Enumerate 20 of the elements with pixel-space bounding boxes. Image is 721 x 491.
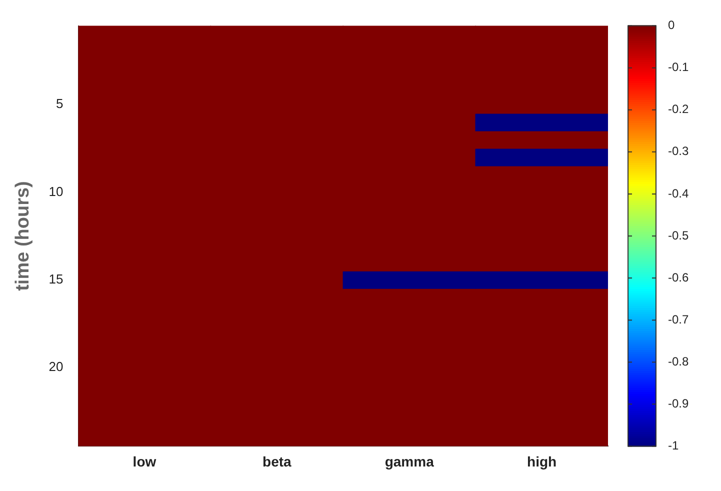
color-bar-label: -1 bbox=[668, 438, 679, 453]
y-axis-title: time (hours) bbox=[12, 181, 34, 291]
y-tick-label: 20 bbox=[48, 358, 64, 374]
x-tick-label: low bbox=[132, 453, 156, 470]
color-bar-label: 0 bbox=[668, 18, 675, 32]
x-tick-label: gamma bbox=[384, 453, 434, 470]
x-tick-label: beta bbox=[262, 453, 292, 470]
color-bar-label: -0.4 bbox=[668, 186, 690, 200]
color-bar-label: -0.8 bbox=[668, 354, 690, 368]
color-bar-label: -0.2 bbox=[668, 102, 690, 116]
color-bar-label: -0.7 bbox=[668, 312, 690, 326]
color-bar-label: -0.6 bbox=[668, 270, 690, 284]
y-tick-label: 5 bbox=[56, 96, 64, 112]
x-tick-label: high bbox=[527, 453, 557, 470]
color-bar-label: -0.3 bbox=[668, 144, 690, 158]
color-bar-label: -0.1 bbox=[668, 60, 690, 74]
y-tick-label: 10 bbox=[48, 184, 64, 199]
y-tick-label: 15 bbox=[48, 271, 64, 286]
color-bar-label: -0.9 bbox=[668, 396, 690, 410]
color-bar-label: -0.5 bbox=[668, 228, 690, 242]
